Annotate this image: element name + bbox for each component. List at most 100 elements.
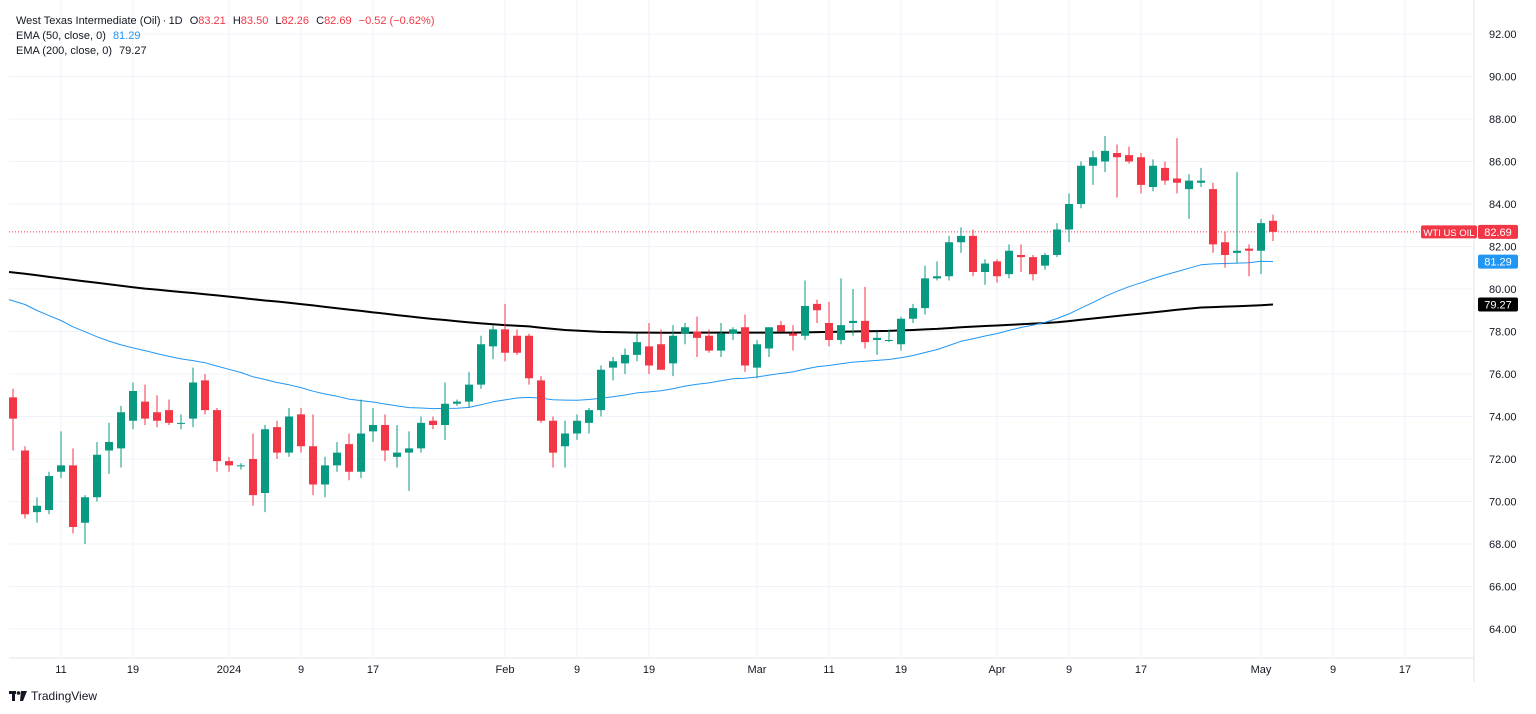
price-tick-label: 86.00 — [1489, 157, 1517, 169]
candle-up — [921, 265, 929, 315]
time-tick-label: 19 — [127, 664, 139, 676]
price-tick-label: 68.00 — [1489, 539, 1517, 551]
tradingview-logo[interactable]: TradingView — [9, 689, 97, 703]
symbol-tag: WTI US OIL — [1421, 225, 1477, 239]
candle-down — [141, 384, 149, 425]
candle-body — [1173, 178, 1181, 183]
candle-up — [1065, 193, 1073, 243]
candle-body — [249, 459, 257, 496]
last-price-label: 82.69 — [1484, 227, 1512, 239]
candle-body — [741, 327, 749, 366]
candle-up — [873, 331, 881, 355]
time-tick-label: 9 — [298, 664, 304, 676]
price-tick-label: 74.00 — [1489, 412, 1517, 424]
tradingview-logo-icon — [9, 691, 27, 701]
candle-body — [801, 306, 809, 336]
candle-body — [117, 412, 125, 449]
candle-down — [381, 414, 389, 462]
legend-close-label: C — [316, 15, 325, 27]
candle-up — [465, 371, 473, 408]
candle-body — [885, 340, 893, 341]
candle-down — [1161, 161, 1169, 185]
candle-body — [153, 412, 161, 421]
candle-body — [201, 380, 209, 411]
candle-up — [957, 227, 965, 253]
time-tick-label: Mar — [748, 664, 767, 676]
price-tick-label: 90.00 — [1489, 72, 1517, 84]
legend-symbol: West Texas Intermediate (Oil) — [16, 15, 161, 27]
candle-body — [261, 429, 269, 493]
candle-up — [621, 348, 629, 374]
candle-body — [777, 325, 785, 332]
ema200-polyline — [8, 271, 1274, 334]
candle-up — [801, 280, 809, 340]
last-price-tag: 82.69 — [1478, 224, 1518, 239]
candle-body — [717, 333, 725, 351]
price-tick-label: 70.00 — [1489, 497, 1517, 509]
candle-body — [621, 354, 629, 364]
candle-up — [597, 365, 605, 417]
candle-down — [1269, 214, 1277, 241]
candle-down — [705, 329, 713, 353]
legend-close: 82.69 — [324, 15, 352, 27]
price-tick-label: 82.00 — [1489, 242, 1517, 254]
candle-down — [1113, 144, 1121, 198]
candle-body — [825, 323, 833, 340]
time-tick-label: 17 — [1399, 664, 1411, 676]
candle-body — [1245, 248, 1253, 251]
time-tick-label: 19 — [895, 664, 907, 676]
candle-body — [33, 505, 41, 513]
legend-ema50-row[interactable]: EMA (50, close, 0) 81.29 — [16, 29, 435, 44]
candle-up — [45, 471, 53, 515]
candle-up — [81, 495, 89, 544]
ema50-tag: 81.29 — [1478, 254, 1518, 269]
price-tags: WTI US OIL 82.69 81.29 79.27 — [1421, 224, 1518, 312]
candle-body — [357, 433, 365, 472]
candle-down — [201, 374, 209, 415]
candle-body — [465, 384, 473, 402]
price-tick-label: 72.00 — [1489, 454, 1517, 466]
legend-symbol-row[interactable]: West Texas Intermediate (Oil) · 1D O83.2… — [16, 15, 435, 27]
candle-body — [873, 337, 881, 340]
candle-down — [345, 433, 353, 481]
time-tick-label: 9 — [1330, 664, 1336, 676]
candle-body — [477, 344, 485, 385]
candle-down — [549, 416, 557, 468]
candle-body — [1077, 165, 1085, 204]
candle-up — [321, 456, 329, 498]
candle-up — [729, 327, 737, 340]
candle-body — [417, 422, 425, 449]
candle-body — [9, 397, 17, 419]
candle-body — [969, 235, 977, 272]
candle-up — [357, 399, 365, 479]
candle-body — [573, 420, 581, 434]
candle-down — [693, 316, 701, 357]
candle-down — [1173, 138, 1181, 194]
legend-change: −0.52 (−0.62%) — [358, 15, 435, 27]
time-tick-label: 19 — [643, 664, 655, 676]
candle-up — [1257, 218, 1265, 275]
candle-down — [1245, 244, 1253, 277]
legend-open-label: O — [189, 15, 199, 27]
candle-up — [57, 431, 65, 479]
legend-ema200-row[interactable]: EMA (200, close, 0) 79.27 — [16, 44, 435, 59]
candle-down — [1221, 231, 1229, 268]
candle-body — [849, 320, 857, 323]
candle-up — [285, 408, 293, 457]
price-tick-label: 76.00 — [1489, 369, 1517, 381]
candle-body — [1101, 150, 1109, 162]
candle-body — [237, 465, 245, 467]
candle-down — [225, 456, 233, 472]
candle-up — [1149, 159, 1157, 192]
candle-down — [501, 303, 509, 362]
candle-up — [573, 414, 581, 440]
candle-down — [9, 388, 17, 451]
candle-body — [1209, 189, 1217, 245]
candle-body — [321, 465, 329, 485]
candle-down — [525, 333, 533, 385]
candle-body — [1029, 257, 1037, 275]
candle-up — [393, 425, 401, 468]
candle-body — [1197, 180, 1205, 183]
candle-body — [981, 263, 989, 272]
